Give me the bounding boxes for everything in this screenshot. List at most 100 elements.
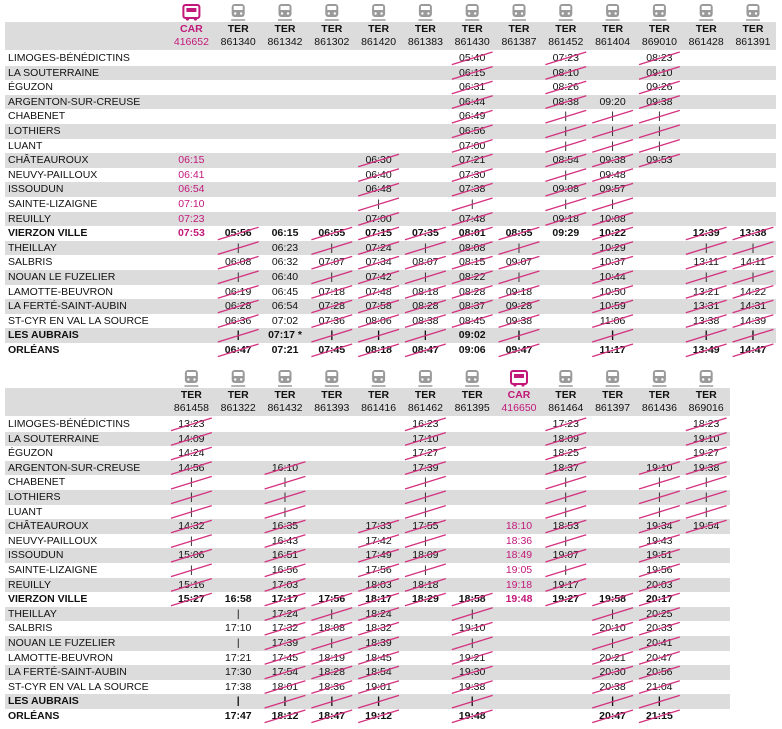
train-icon xyxy=(652,4,667,21)
train-body xyxy=(746,4,760,17)
train-type: TER xyxy=(414,23,436,35)
train-light xyxy=(567,378,570,381)
row-band xyxy=(168,665,730,680)
cancel-stroke xyxy=(638,636,680,651)
cancel-stroke xyxy=(264,650,306,665)
cancel-stroke xyxy=(451,197,493,212)
cancel-stroke xyxy=(685,490,727,505)
train-type: CAR xyxy=(507,389,531,401)
station-label: LAMOTTE-BEUVRON xyxy=(8,285,114,298)
train-body xyxy=(652,4,666,17)
train-icon xyxy=(278,4,292,21)
cancel-stroke xyxy=(264,490,306,505)
time-cell: 09:06 xyxy=(458,344,486,356)
cancel-stroke xyxy=(358,665,400,680)
time-cell: 09:20 xyxy=(599,95,626,108)
cancel-stroke xyxy=(685,314,727,329)
station-label: THEILLAY xyxy=(5,240,168,256)
cancel-stroke xyxy=(170,490,212,505)
station-label: LUANT xyxy=(8,505,43,518)
bus-body xyxy=(510,370,528,385)
train-window xyxy=(420,372,430,376)
train-body xyxy=(465,370,479,383)
train-light xyxy=(421,12,424,15)
cancel-stroke xyxy=(264,621,306,636)
train-window xyxy=(327,372,337,376)
station-label: THEILLAY xyxy=(5,606,168,622)
train-window xyxy=(186,372,196,376)
cancel-stroke xyxy=(638,504,680,519)
cancel-stroke xyxy=(451,636,493,651)
cancel-stroke xyxy=(638,153,680,168)
cancel-stroke xyxy=(732,299,774,314)
train-light xyxy=(374,12,377,15)
cancel-stroke xyxy=(592,592,634,607)
cancel-stroke xyxy=(358,694,400,709)
header-band xyxy=(5,22,777,50)
train-type: TER xyxy=(695,23,717,35)
train-body xyxy=(512,4,526,17)
bus-wheel xyxy=(193,17,197,21)
cancel-stroke xyxy=(311,694,353,709)
cancel-stroke xyxy=(404,314,446,329)
train-type: TER xyxy=(368,23,390,35)
row-band xyxy=(168,548,730,563)
cancel-stroke xyxy=(311,328,353,343)
train-number: 861416 xyxy=(361,402,397,414)
cancel-stroke xyxy=(685,519,727,534)
cancel-stroke xyxy=(404,446,446,461)
bus-wheel xyxy=(521,383,525,387)
train-type: TER xyxy=(555,23,577,35)
cancel-stroke xyxy=(638,95,680,110)
cancel-stroke xyxy=(404,504,446,519)
train-number: 861462 xyxy=(407,402,443,414)
train-type: TER xyxy=(602,23,624,35)
cancel-stroke xyxy=(404,299,446,314)
cancel-stroke xyxy=(311,284,353,299)
cancel-stroke xyxy=(358,534,400,549)
cancel-stroke xyxy=(732,314,774,329)
cancel-stroke xyxy=(358,577,400,592)
cancel-stroke xyxy=(592,284,634,299)
time-cell: 19:48 xyxy=(505,593,533,606)
train-window xyxy=(701,6,711,10)
train-number: 416652 xyxy=(173,36,209,48)
train-type: TER xyxy=(648,389,670,401)
train-type: TER xyxy=(274,23,296,35)
cancel-stroke xyxy=(170,563,212,578)
train-light xyxy=(240,378,243,381)
station-label: ÉGUZON xyxy=(8,81,53,94)
cancel-stroke xyxy=(638,109,680,124)
train-type: TER xyxy=(555,389,577,401)
cancel-stroke xyxy=(638,621,680,636)
train-icon xyxy=(605,4,620,21)
cancel-stroke xyxy=(545,548,587,563)
cancel-stroke xyxy=(545,577,587,592)
cancel-stroke xyxy=(638,138,680,153)
cancel-stroke xyxy=(545,80,587,95)
train-icon xyxy=(371,4,386,21)
row-band xyxy=(168,577,730,593)
cancel-stroke xyxy=(451,284,493,299)
cancel-stroke xyxy=(638,563,680,578)
train-window xyxy=(561,6,571,10)
cancel-stroke xyxy=(311,226,353,241)
train-type: TER xyxy=(695,389,717,401)
station-label: LA FERTÉ-SAINT-AUBIN xyxy=(5,665,168,680)
station-label: ST-CYR EN VAL LA SOURCE xyxy=(8,680,149,693)
cancel-stroke xyxy=(451,255,493,270)
bus-icon xyxy=(510,370,528,387)
station-label: SAINTE-LIZAIGNE xyxy=(8,564,98,576)
train-number: 416650 xyxy=(501,402,537,414)
train-number: 861391 xyxy=(735,36,771,48)
train-body xyxy=(278,370,292,383)
cancel-stroke xyxy=(311,636,353,651)
train-number: 861397 xyxy=(595,402,631,414)
station-label: CHABENET xyxy=(8,110,66,123)
cancel-stroke xyxy=(592,621,634,636)
cancel-stroke xyxy=(592,138,634,153)
cancel-stroke xyxy=(638,124,680,139)
cancel-stroke xyxy=(545,168,587,183)
cancel-stroke xyxy=(358,182,400,197)
